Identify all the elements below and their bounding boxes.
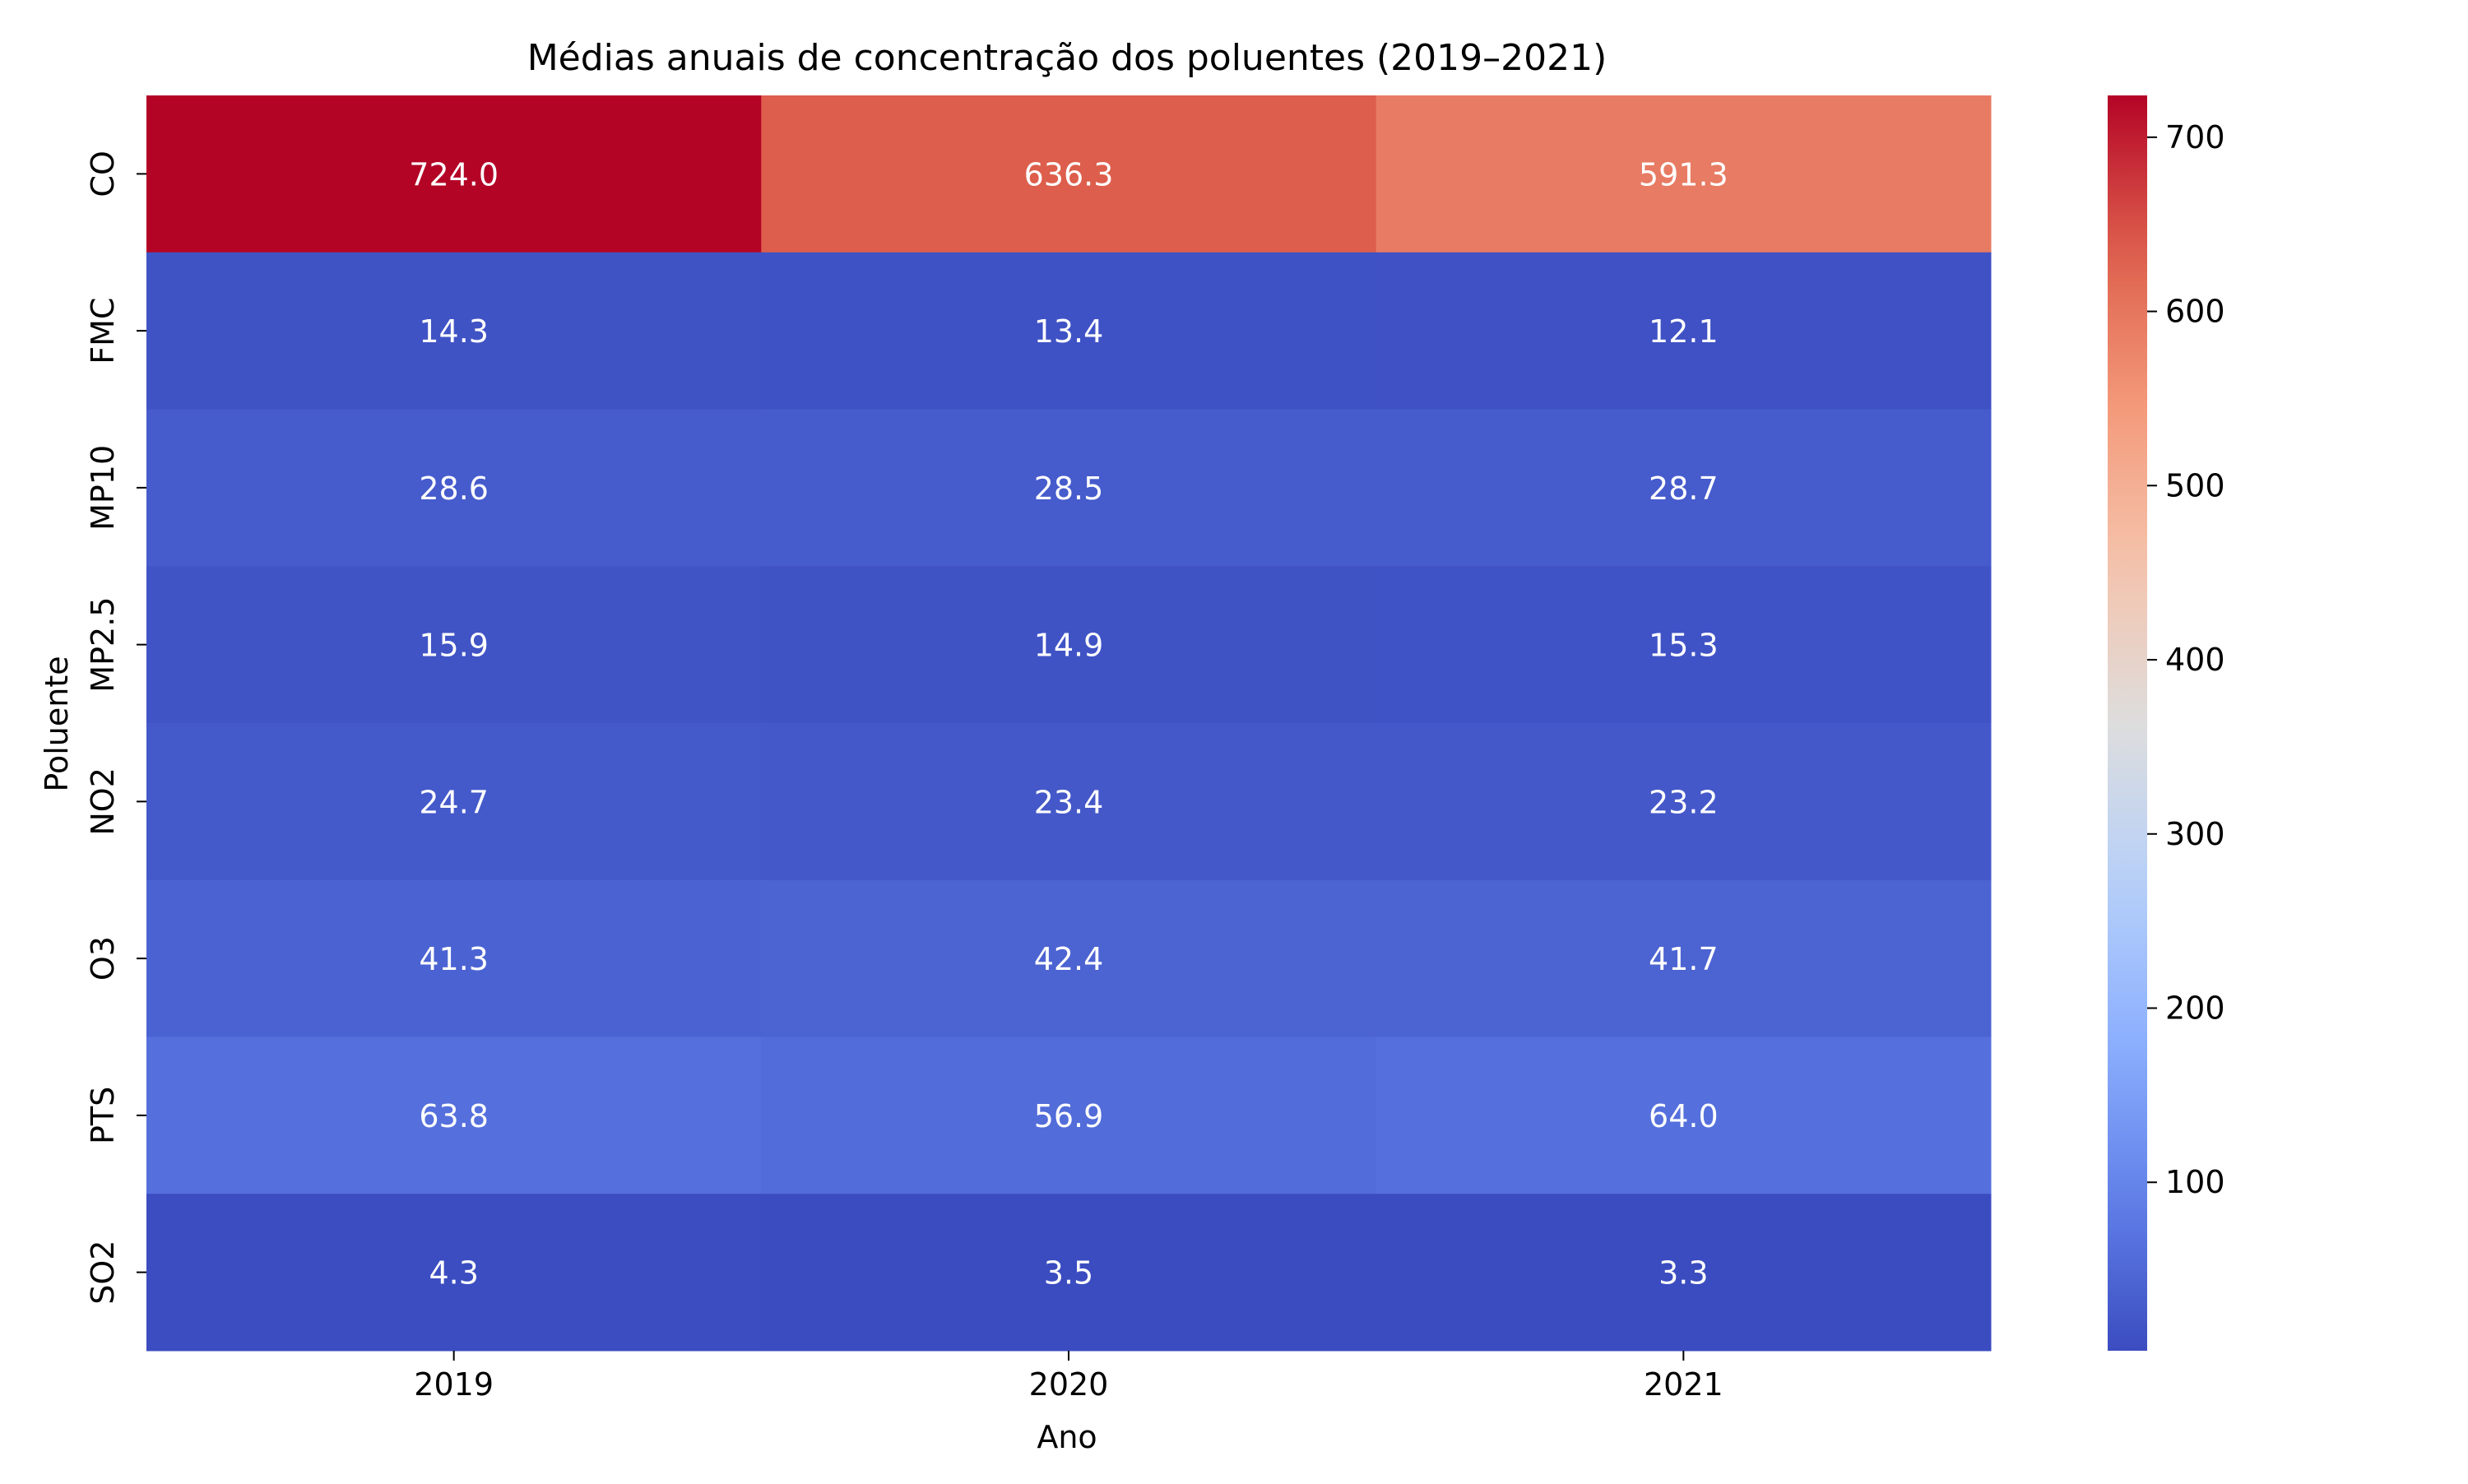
heatmap-cell-PTS-2019	[146, 1036, 762, 1194]
heatmap-cell-SO2-2019	[146, 1194, 762, 1352]
y-tick-label: MP10	[85, 445, 121, 531]
heatmap-cell-SO2-2020	[761, 1194, 1377, 1352]
heatmap-cell-MP10-2021	[1375, 409, 1992, 567]
heatmap-cell-MP10-2020	[761, 409, 1377, 567]
y-tick-label: SO2	[85, 1241, 121, 1305]
heatmap-cell-O3-2021	[1375, 879, 1992, 1037]
y-tick-label: FMC	[85, 298, 121, 364]
heatmap-cell-MP2.5-2021	[1375, 566, 1992, 724]
heatmap-cell-NO2-2021	[1375, 723, 1992, 881]
cell-value-label: 28.7	[1649, 471, 1719, 507]
colorbar-tick-label: 100	[2165, 1164, 2225, 1200]
cell-value-label: 56.9	[1034, 1098, 1104, 1134]
cell-value-label: 28.5	[1034, 471, 1104, 507]
colorbar-tick-label: 300	[2165, 816, 2225, 852]
cell-value-label: 15.9	[419, 628, 489, 664]
y-tick-label: PTS	[85, 1087, 121, 1144]
heatmap-cells: 724.0 636.3 591.3 14.3 13.4 12.1 28.6 28.5 28.7 1…	[146, 95, 1992, 1352]
y-tick-label: O3	[85, 936, 121, 981]
heatmap-cell-FMC-2020	[761, 252, 1377, 410]
colorbar-tick-label: 600	[2165, 294, 2225, 330]
cell-value-label: 41.7	[1649, 941, 1719, 977]
heatmap-cell-O3-2020	[761, 879, 1377, 1037]
cell-value-label: 28.6	[419, 471, 489, 507]
colorbar-gradient	[2108, 95, 2147, 1351]
colorbar-tick-label: 700	[2165, 119, 2225, 155]
colorbar-tick-label: 200	[2165, 990, 2225, 1027]
x-tick-label: 2020	[1029, 1366, 1109, 1403]
colorbar-tick-label: 400	[2165, 642, 2225, 678]
y-tick-label: NO2	[85, 768, 121, 836]
x-tick-label: 2019	[414, 1366, 494, 1403]
heatmap-cell-SO2-2021	[1375, 1194, 1992, 1352]
cell-value-label: 14.3	[419, 313, 489, 350]
cell-value-label: 724.0	[409, 156, 499, 192]
x-axis-label: Ano	[1037, 1419, 1097, 1455]
chart-title: Médias anuais de concentração dos poluen…	[527, 37, 1607, 79]
x-tick-label: 2021	[1644, 1366, 1723, 1403]
colorbar: 100 200 300 400 500 600 700	[2108, 95, 2225, 1351]
cell-value-label: 14.9	[1034, 628, 1104, 664]
cell-value-label: 4.3	[429, 1255, 478, 1292]
heatmap-cell-MP2.5-2019	[146, 566, 762, 724]
cell-value-label: 41.3	[419, 941, 489, 977]
heatmap-cell-FMC-2019	[146, 252, 762, 410]
cell-value-label: 23.4	[1034, 784, 1104, 820]
heatmap-cell-NO2-2019	[146, 723, 762, 881]
cell-value-label: 64.0	[1649, 1098, 1719, 1134]
cell-value-label: 3.5	[1044, 1255, 1093, 1292]
cell-value-label: 42.4	[1034, 941, 1104, 977]
heatmap-cell-CO-2020	[761, 95, 1377, 253]
cell-value-label: 63.8	[419, 1098, 489, 1134]
y-tick-label: CO	[85, 151, 121, 197]
cell-value-label: 15.3	[1649, 628, 1719, 664]
cell-value-label: 591.3	[1639, 156, 1728, 192]
cell-value-label: 3.3	[1658, 1255, 1708, 1292]
heatmap-cell-FMC-2021	[1375, 252, 1992, 410]
colorbar-tick-label: 500	[2165, 467, 2225, 503]
heatmap-cell-MP2.5-2020	[761, 566, 1377, 724]
heatmap-cell-MP10-2019	[146, 409, 762, 567]
cell-value-label: 636.3	[1024, 156, 1114, 192]
y-tick-label: MP2.5	[85, 597, 121, 693]
heatmap-cell-NO2-2020	[761, 723, 1377, 881]
heatmap-cell-CO-2019	[146, 95, 762, 253]
heatmap-cell-PTS-2021	[1375, 1036, 1992, 1194]
y-axis: CO FMC MP10 MP2.5 NO2 O3 PTS SO2	[85, 151, 146, 1305]
cell-value-label: 24.7	[419, 784, 489, 820]
heatmap-cell-CO-2021	[1375, 95, 1992, 253]
y-axis-label: Poluente	[39, 656, 75, 791]
x-axis: 2019 2020 2021	[414, 1351, 1723, 1403]
cell-value-label: 12.1	[1649, 313, 1719, 350]
heatmap-cell-O3-2019	[146, 879, 762, 1037]
cell-value-label: 23.2	[1649, 784, 1719, 820]
cell-value-label: 13.4	[1034, 313, 1104, 350]
heatmap-cell-PTS-2020	[761, 1036, 1377, 1194]
